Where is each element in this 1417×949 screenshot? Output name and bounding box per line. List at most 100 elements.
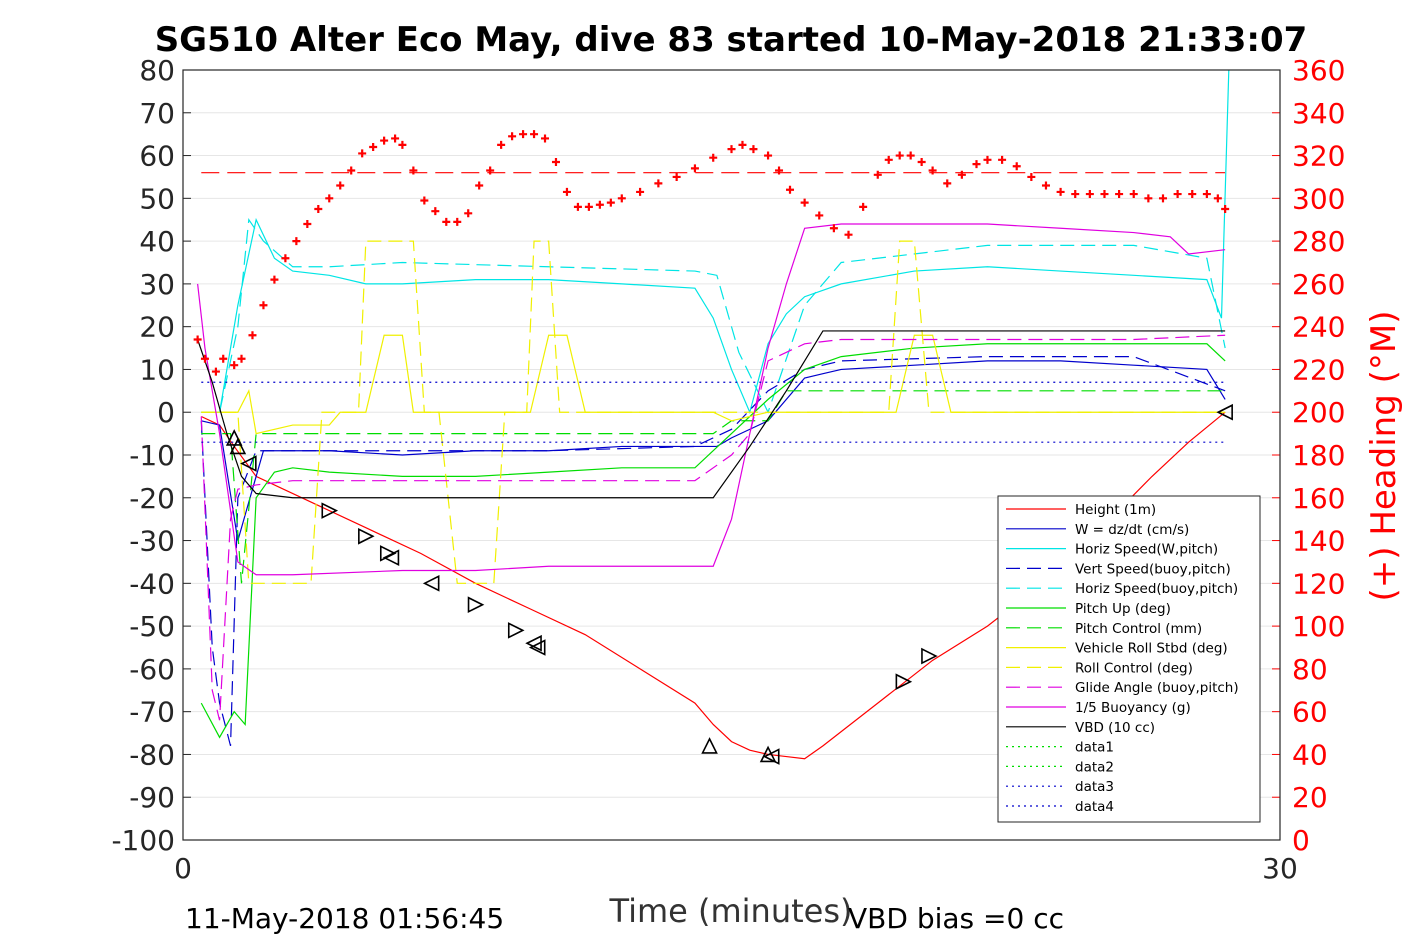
heading-marker	[873, 170, 882, 179]
series-line-9	[200, 334, 1226, 721]
triangle-marker	[895, 673, 913, 691]
heading-marker	[636, 187, 645, 196]
heading-marker	[1100, 190, 1109, 199]
series-line-10	[197, 223, 1226, 576]
y-tick-label: -50	[129, 610, 175, 643]
y-right-tick-label: 100	[1292, 610, 1345, 643]
heading-marker	[1041, 181, 1050, 190]
y-right-tick-label: 240	[1292, 311, 1345, 344]
legend-entry-12: data1	[1075, 740, 1114, 756]
heading-marker	[420, 196, 429, 205]
heading-marker	[380, 136, 389, 145]
y-right-tick-label: 200	[1292, 396, 1345, 429]
heading-marker	[815, 211, 824, 220]
heading-marker	[409, 166, 418, 175]
triangle-marker	[358, 527, 375, 545]
heading-marker	[617, 194, 626, 203]
y-tick-label: -30	[129, 525, 175, 558]
triangle-marker	[1216, 403, 1233, 421]
y-right-tick-label: 300	[1292, 182, 1345, 215]
heading-marker	[1056, 187, 1065, 196]
y-tick-label: -100	[111, 824, 175, 857]
series-line-11	[197, 330, 1226, 499]
heading-marker	[314, 205, 323, 214]
legend-entry-1: W = dz/dt (cm/s)	[1075, 522, 1189, 538]
heading-marker	[1158, 194, 1167, 203]
y-tick-label: 10	[139, 353, 175, 386]
heading-marker	[270, 275, 279, 284]
heading-marker	[211, 367, 220, 376]
triangle-marker	[528, 639, 546, 656]
x-axis-label: Time (minutes)	[609, 892, 853, 930]
heading-marker	[303, 220, 312, 228]
heading-marker	[281, 254, 290, 263]
y-tick-label: -70	[129, 696, 175, 729]
heading-marker	[738, 140, 747, 149]
heading-marker	[595, 200, 604, 209]
heading-marker	[1012, 162, 1021, 171]
heading-marker	[1188, 190, 1197, 199]
legend-entry-8: Roll Control (deg)	[1075, 660, 1193, 676]
heading-marker	[292, 237, 301, 246]
heading-marker	[551, 157, 560, 166]
footer-date: 11-May-2018 01:56:45	[185, 902, 504, 935]
heading-marker	[1115, 190, 1124, 199]
y-tick-label: 70	[139, 97, 175, 130]
legend-entry-13: data2	[1075, 759, 1114, 775]
y-right-tick-label: 340	[1292, 97, 1345, 130]
heading-marker	[562, 187, 571, 196]
legend-entry-14: data3	[1075, 779, 1114, 795]
y-right-tick-label: 320	[1292, 140, 1345, 173]
chart-title: SG510 Alter Eco May, dive 83 started 10-…	[155, 20, 1308, 60]
heading-marker	[336, 181, 345, 190]
footer-vbd-bias: VBD bias =0 cc	[848, 902, 1064, 935]
heading-marker	[654, 179, 663, 188]
heading-marker	[1173, 190, 1182, 199]
y-right-tick-label: 40	[1292, 738, 1328, 771]
heading-marker	[453, 217, 462, 226]
y-tick-label: 50	[139, 182, 175, 215]
heading-marker	[193, 335, 202, 344]
triangle-marker	[225, 429, 243, 446]
y-tick-label: -80	[129, 738, 175, 771]
heading-marker	[219, 354, 228, 363]
heading-marker	[230, 361, 239, 370]
heading-marker	[464, 209, 473, 218]
heading-marker	[998, 155, 1007, 164]
y-right-tick-label: 0	[1292, 824, 1310, 857]
heading-marker	[800, 198, 809, 207]
heading-marker	[749, 145, 758, 154]
triangle-marker	[762, 748, 780, 765]
legend-entry-9: Glide Angle (buoy,pitch)	[1075, 680, 1239, 696]
series-line-5	[200, 343, 1226, 739]
legend-entry-0: Height (1m)	[1075, 502, 1156, 518]
heading-marker	[1085, 190, 1094, 199]
triangle-marker	[921, 647, 938, 665]
triangle-marker	[759, 745, 777, 763]
heading-marker	[764, 151, 773, 160]
triangle-marker	[229, 437, 247, 455]
series-line-2	[201, 69, 1230, 415]
heading-marker	[497, 140, 506, 149]
legend-entry-2: Horiz Speed(W,pitch)	[1075, 542, 1218, 558]
heading-marker	[259, 301, 268, 310]
heading-marker	[606, 198, 615, 207]
heading-marker	[906, 151, 915, 160]
heading-marker	[859, 202, 868, 211]
y-right-tick-label: 80	[1292, 653, 1328, 686]
heading-marker	[369, 143, 378, 151]
triangle-marker	[240, 455, 257, 472]
heading-marker	[775, 166, 784, 175]
heading-marker	[709, 153, 718, 162]
y-right-tick-label: 160	[1292, 482, 1345, 515]
heading-marker	[248, 331, 257, 340]
legend-entry-5: Pitch Up (deg)	[1075, 601, 1171, 617]
legend-entry-3: Vert Speed(buoy,pitch)	[1075, 561, 1231, 577]
triangle-marker	[422, 575, 440, 592]
y-tick-label: 0	[157, 396, 175, 429]
x-tick-label: 0	[174, 852, 192, 885]
heading-marker	[486, 166, 495, 175]
y-right-tick-label: 360	[1292, 54, 1345, 87]
